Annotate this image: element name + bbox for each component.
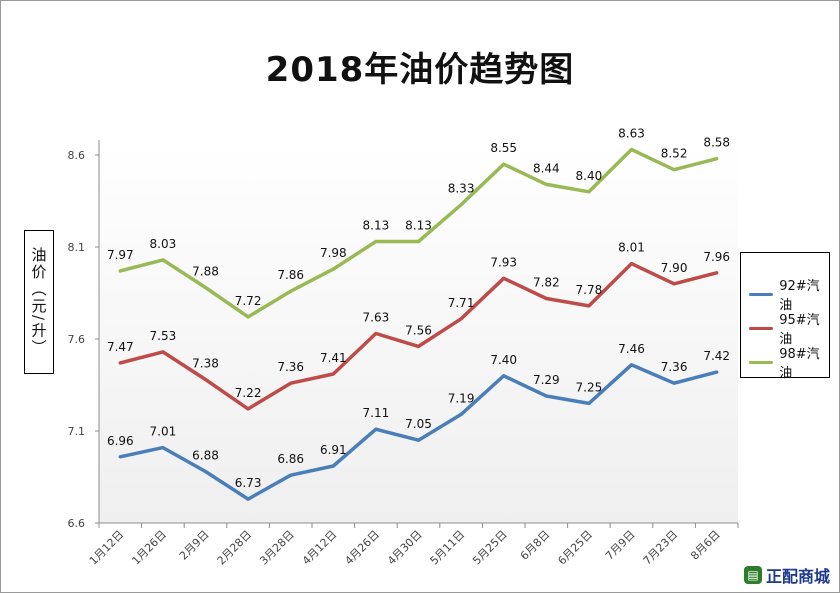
data-label: 7.97 bbox=[107, 248, 134, 262]
data-label: 7.86 bbox=[277, 268, 304, 282]
y-tick-label: 6.6 bbox=[68, 517, 86, 530]
watermark-text: 正配商城 bbox=[765, 567, 830, 586]
legend-item-95: 95#汽油 bbox=[749, 309, 829, 347]
x-tick-label: 7月9日 bbox=[603, 528, 638, 563]
x-tick-label: 4月30日 bbox=[385, 528, 425, 568]
x-tick-label: 5月25日 bbox=[470, 528, 510, 568]
data-label: 7.82 bbox=[533, 276, 560, 290]
data-label: 8.63 bbox=[618, 126, 645, 140]
data-label: 7.42 bbox=[703, 349, 730, 363]
data-label: 6.86 bbox=[277, 452, 304, 466]
y-axis-label-box: 油价（元/升） bbox=[24, 230, 54, 374]
data-label: 7.88 bbox=[192, 264, 219, 278]
data-label: 7.93 bbox=[490, 255, 517, 269]
x-tick-label: 1月26日 bbox=[129, 528, 169, 568]
y-tick-label: 8.1 bbox=[68, 241, 86, 254]
x-tick-label: 4月26日 bbox=[342, 528, 382, 568]
data-label: 7.72 bbox=[235, 294, 262, 308]
data-label: 7.19 bbox=[448, 391, 475, 405]
legend-label-92: 92#汽油 bbox=[779, 279, 820, 313]
data-label: 7.96 bbox=[703, 250, 730, 264]
data-label: 6.96 bbox=[107, 434, 134, 448]
data-label: 7.56 bbox=[405, 323, 432, 337]
data-label: 7.36 bbox=[277, 360, 304, 374]
shopping-cart-icon: ▤ bbox=[743, 566, 762, 584]
x-tick-label: 3月28日 bbox=[257, 528, 297, 568]
data-label: 7.36 bbox=[661, 360, 688, 374]
x-tick-label: 4月12日 bbox=[300, 528, 340, 568]
data-label: 7.25 bbox=[576, 380, 603, 394]
data-label: 8.03 bbox=[150, 237, 177, 251]
data-label: 7.47 bbox=[107, 340, 134, 354]
y-tick-label: 8.6 bbox=[68, 149, 86, 162]
data-label: 8.44 bbox=[533, 161, 560, 175]
y-tick-label: 7.6 bbox=[68, 333, 86, 346]
watermark: ▤ 正配商城 bbox=[743, 563, 830, 587]
legend-swatch-95 bbox=[749, 326, 774, 330]
y-axis-label: 油价（元/升） bbox=[29, 247, 48, 357]
data-label: 7.78 bbox=[576, 283, 603, 297]
data-label: 7.53 bbox=[150, 329, 177, 343]
data-label: 6.88 bbox=[192, 448, 219, 462]
data-label: 6.73 bbox=[235, 476, 262, 490]
data-label: 6.91 bbox=[320, 443, 347, 457]
x-tick-label: 1月12日 bbox=[87, 528, 127, 568]
data-label: 8.40 bbox=[576, 169, 603, 183]
legend-label-98: 98#汽油 bbox=[779, 347, 820, 381]
legend-item-98: 98#汽油 bbox=[749, 343, 829, 381]
data-label: 7.40 bbox=[490, 353, 517, 367]
x-tick-label: 8月6日 bbox=[688, 528, 723, 563]
data-label: 7.11 bbox=[363, 406, 390, 420]
x-tick-label: 6月25日 bbox=[555, 528, 595, 568]
chart-title: 2018年油价趋势图 bbox=[265, 50, 575, 90]
data-label: 7.90 bbox=[661, 261, 688, 275]
x-tick-label: 2月28日 bbox=[215, 528, 255, 568]
data-label: 7.46 bbox=[618, 342, 645, 356]
data-label: 7.38 bbox=[192, 356, 219, 370]
data-label: 8.13 bbox=[405, 218, 432, 232]
data-label: 7.98 bbox=[320, 246, 347, 260]
plot-area bbox=[99, 140, 738, 523]
legend-item-92: 92#汽油 bbox=[749, 275, 829, 313]
data-label: 7.41 bbox=[320, 351, 347, 365]
data-label: 7.05 bbox=[405, 417, 432, 431]
x-tick-label: 6月8日 bbox=[518, 528, 553, 563]
x-tick-label: 2月9日 bbox=[177, 528, 212, 563]
legend-swatch-98 bbox=[749, 360, 774, 364]
data-label: 7.22 bbox=[235, 386, 262, 400]
data-label: 7.29 bbox=[533, 373, 560, 387]
series-line-2 bbox=[118, 147, 719, 319]
x-tick-label: 5月11日 bbox=[428, 528, 468, 568]
y-tick-label: 7.1 bbox=[68, 425, 86, 438]
legend: 92#汽油 95#汽油 98#汽油 bbox=[740, 252, 830, 381]
data-label: 7.63 bbox=[363, 310, 390, 324]
data-label: 7.01 bbox=[150, 425, 177, 439]
data-label: 8.13 bbox=[363, 218, 390, 232]
data-label: 8.01 bbox=[618, 241, 645, 255]
legend-swatch-92 bbox=[749, 292, 774, 296]
data-label: 8.58 bbox=[703, 136, 730, 150]
x-tick-label: 7月23日 bbox=[641, 528, 681, 568]
series-line-0 bbox=[118, 363, 719, 501]
data-label: 8.55 bbox=[490, 141, 517, 155]
data-label: 8.33 bbox=[448, 182, 475, 196]
data-label: 8.52 bbox=[661, 147, 688, 161]
legend-label-95: 95#汽油 bbox=[779, 313, 820, 347]
data-label: 7.71 bbox=[448, 296, 475, 310]
series-line-1 bbox=[118, 261, 719, 411]
